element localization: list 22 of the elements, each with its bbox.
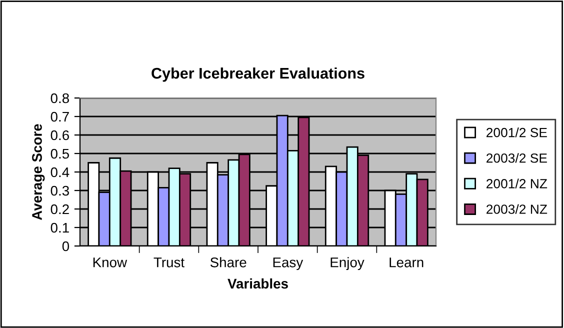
- legend-label: 2003/2 SE: [486, 153, 547, 163]
- x-tick-label: Know: [93, 258, 128, 268]
- y-tick-label: 0.8: [50, 93, 69, 104]
- x-tick-label: Learn: [390, 258, 424, 268]
- y-tick-label: 0: [62, 241, 70, 252]
- y-tick-label: 0.4: [50, 167, 70, 178]
- y-tick-label: 0.7: [50, 112, 69, 122]
- x-tick-label: Easy: [273, 258, 304, 270]
- chart-title: Cyber Icebreaker Evaluations: [152, 67, 364, 82]
- legend-label: 2001/2 NZ: [486, 178, 548, 188]
- legend-label: 2001/2 SE: [486, 128, 547, 138]
- x-tick-label: Trust: [154, 258, 184, 268]
- legend-label: 2003/2 NZ: [486, 204, 548, 214]
- x-tick-label: Enjoy: [330, 257, 364, 270]
- y-tick-label: 0.2: [50, 204, 69, 214]
- x-tick-label: Share: [210, 257, 246, 268]
- y-axis-title: Average Score: [32, 124, 45, 220]
- y-tick-label: 0.1: [50, 222, 69, 233]
- x-axis-title: Variables: [228, 278, 288, 289]
- y-tick-label: 0.5: [50, 148, 70, 159]
- y-tick-label: 0.3: [50, 186, 69, 196]
- y-tick-label: 0.6: [50, 130, 69, 140]
